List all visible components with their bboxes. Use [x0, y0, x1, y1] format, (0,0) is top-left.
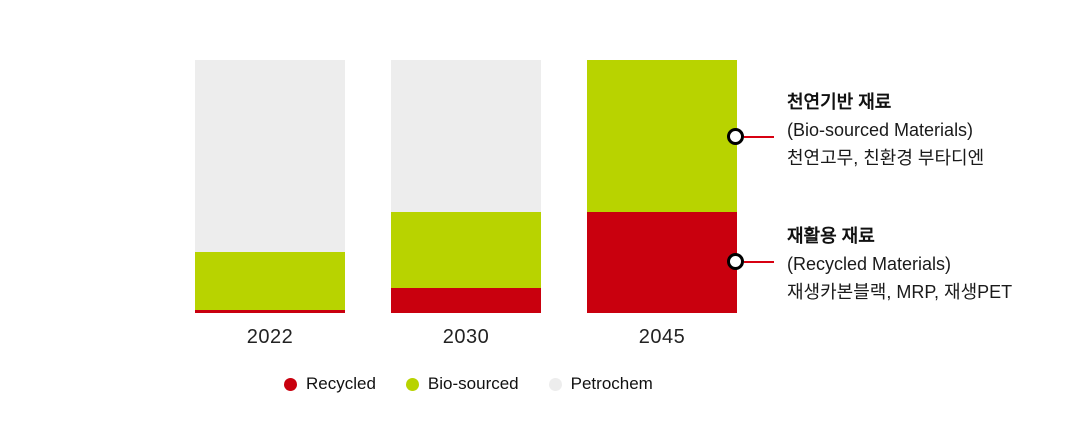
annotation-marker-circle-bio	[727, 128, 744, 145]
legend-label: Bio-sourced	[427, 374, 519, 393]
legend-label: Recycled	[306, 374, 376, 393]
bar-segment-petrochem-2022	[195, 60, 345, 253]
legend-dot-bio-sourced-icon	[405, 377, 419, 391]
bar-segment-petrochem-2030	[391, 60, 541, 212]
bar-column-2030: 2030	[391, 60, 541, 350]
annotation-marker-circle-recycled	[727, 253, 744, 270]
annotation-title: 천연기반 재료	[787, 92, 892, 112]
x-axis-label-2030: 2030	[442, 326, 490, 348]
legend-label: Petrochem	[570, 374, 653, 393]
x-axis-label-2045: 2045	[638, 326, 686, 348]
legend-dot-petrochem-icon	[548, 377, 562, 391]
x-axis-label-2022: 2022	[246, 326, 294, 348]
chart-legend: Recycled Bio-sourced Petrochem	[284, 374, 653, 394]
bar-segment-recycled-2022	[195, 310, 345, 313]
annotation-connector-line-recycled	[744, 261, 774, 263]
legend-item-petrochem: Petrochem	[548, 374, 653, 394]
annotation-subtitle: (Recycled Materials)	[787, 254, 952, 274]
bar-segment-recycled-2045	[587, 211, 737, 313]
bar-column-2045: 2045	[587, 60, 737, 350]
bar-segment-bio-sourced-2030	[391, 211, 541, 288]
annotation-recycled: 재활용 재료 (Recycled Materials) 재생카본블랙, MRP,…	[787, 222, 1077, 306]
annotation-detail: 재생카본블랙, MRP, 재생PET	[787, 282, 1013, 302]
bar-segment-bio-sourced-2022	[195, 252, 345, 311]
annotation-subtitle: (Bio-sourced Materials)	[787, 120, 974, 140]
annotation-title: 재활용 재료	[787, 226, 875, 246]
annotation-bio-sourced: 천연기반 재료 (Bio-sourced Materials) 천연고무, 친환…	[787, 88, 1077, 172]
legend-dot-recycled-icon	[284, 377, 297, 391]
bar-2045	[587, 60, 737, 313]
annotation-detail: 천연고무, 친환경 부타디엔	[787, 148, 985, 168]
bar-column-2022: 2022	[195, 60, 345, 350]
bar-segment-recycled-2030	[391, 287, 541, 313]
legend-item-recycled: Recycled	[284, 374, 376, 394]
bar-2030	[391, 60, 541, 313]
bar-segment-bio-sourced-2045	[587, 60, 737, 212]
annotation-connector-line-bio	[744, 136, 774, 138]
legend-item-bio-sourced: Bio-sourced	[405, 374, 519, 394]
bar-2022	[195, 60, 345, 313]
